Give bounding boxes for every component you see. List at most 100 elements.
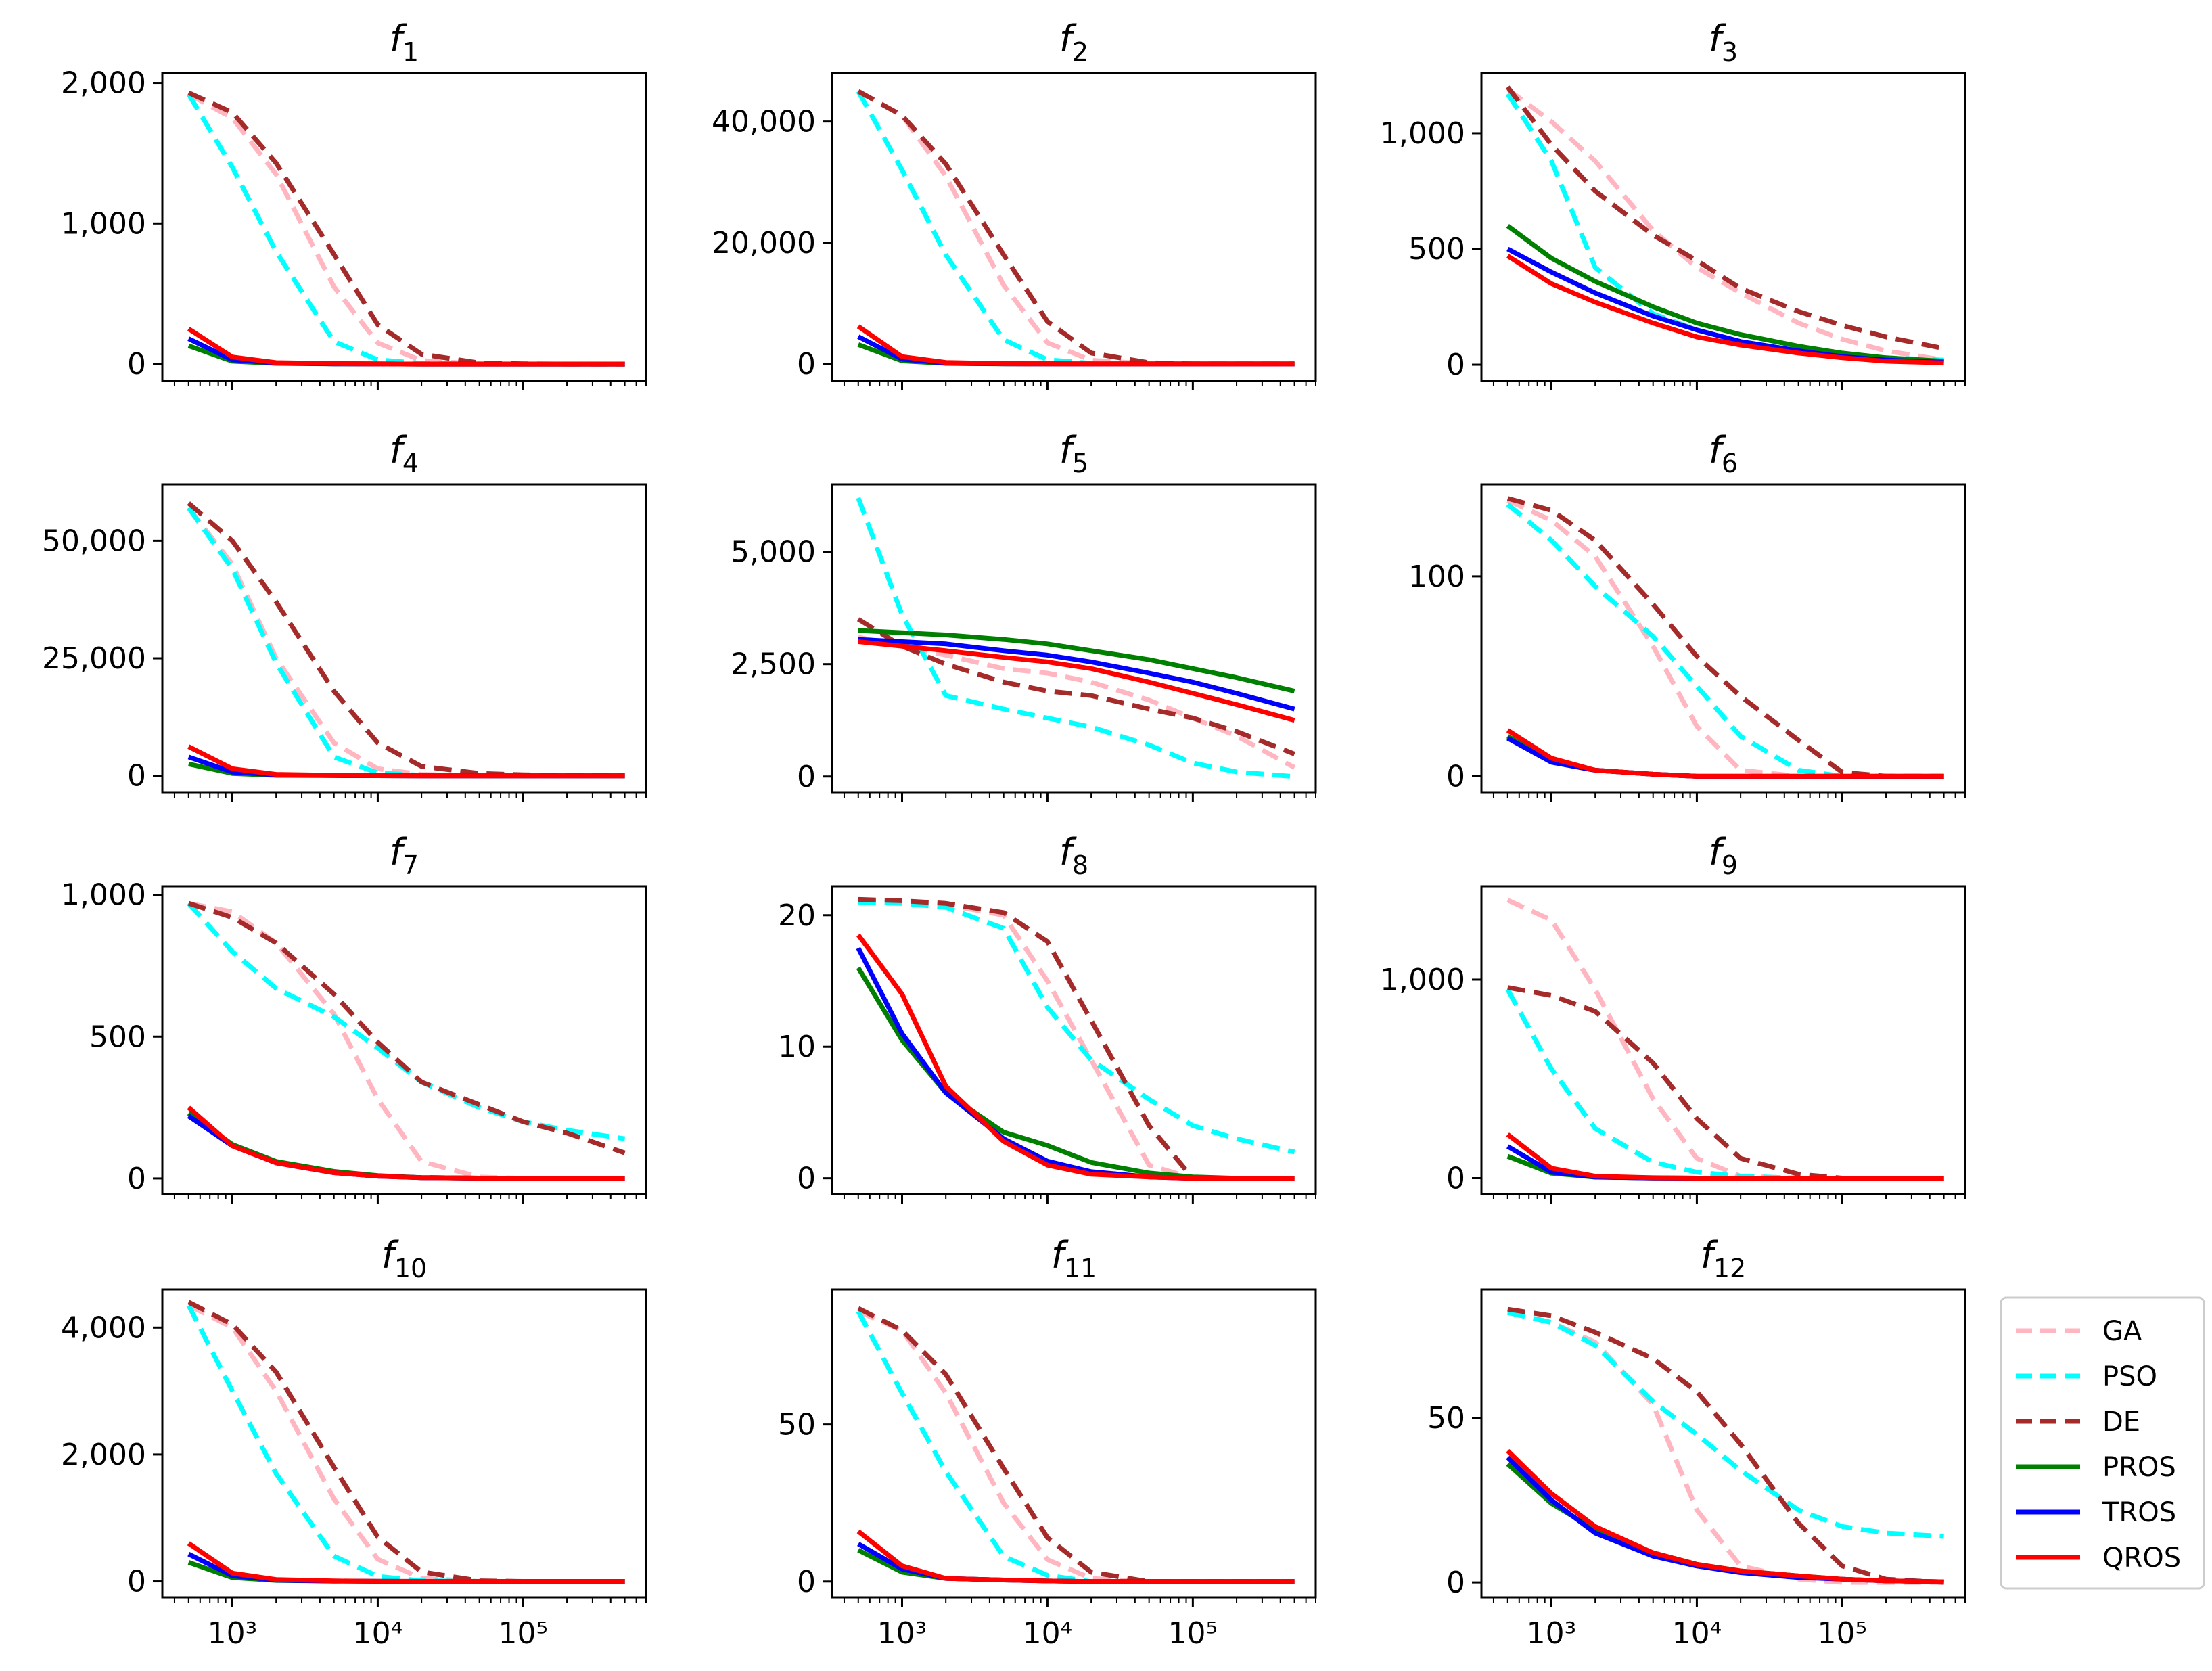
subplot-title-subscript: 5	[1072, 449, 1088, 478]
x-tick-label: 10⁴	[1023, 1616, 1073, 1651]
axes-frame	[161, 1288, 647, 1599]
subplot-title-subscript: 11	[1064, 1254, 1097, 1283]
series-group	[186, 90, 625, 367]
y-tick-label: 0	[127, 347, 146, 382]
y-tick-label: 50	[1427, 1401, 1465, 1436]
y-tick-label: 0	[797, 760, 816, 794]
y-tick-label: 1,000	[1380, 963, 1465, 997]
x-tick-label: 10⁵	[1168, 1616, 1218, 1651]
series-line-de	[1507, 985, 1944, 1181]
series-line-qros	[187, 1105, 625, 1181]
subplot-title-subscript: 4	[402, 449, 419, 478]
subplot-6: f6 0 100	[1408, 429, 1966, 802]
series-line-qros	[858, 639, 1295, 723]
series-line-pso	[856, 90, 1295, 367]
series-line-qros	[1506, 1448, 1944, 1584]
axes-frame	[831, 1288, 1317, 1599]
subplot-title: f8	[1059, 831, 1088, 880]
subplot-title: f10	[382, 1234, 427, 1283]
series-line-tros	[857, 1542, 1295, 1584]
axes-frame	[1480, 885, 1966, 1195]
series-line-de	[857, 89, 1295, 367]
subplot-10: f10 0 2,000 4,000 10³ 10⁴ 10⁵	[61, 1234, 647, 1651]
series-group	[856, 89, 1295, 367]
subplot-title-subscript: 10	[394, 1254, 427, 1283]
subplot-8: f8 0 10 20	[778, 831, 1317, 1204]
subplot-1: f1 0 1,000 2,000	[61, 18, 647, 390]
series-line-ga	[187, 92, 625, 367]
y-tick-label: 10	[778, 1030, 816, 1064]
y-tick-label: 50	[778, 1408, 816, 1442]
subplot-5: f5 0 2,500 5,000	[731, 429, 1317, 802]
series-line-qros	[1506, 1132, 1944, 1181]
series-group	[1506, 496, 1944, 779]
series-line-de	[858, 896, 1295, 1181]
y-tick-label: 500	[89, 1020, 146, 1054]
series-line-ga	[187, 1303, 625, 1584]
series-line-tros	[187, 1114, 625, 1181]
series-group	[186, 501, 625, 779]
series-line-de	[187, 90, 625, 367]
series-line-pso	[856, 1310, 1295, 1584]
y-tick-label: 1,000	[1380, 116, 1465, 151]
y-tick-label: 5,000	[731, 535, 816, 570]
series-line-de	[187, 900, 626, 1155]
y-tick-label: 4,000	[61, 1310, 146, 1345]
subplot-title-subscript: 6	[1722, 449, 1738, 478]
series-line-qros	[856, 324, 1295, 367]
legend: GA PSO DE PROS TROS QROS	[2000, 1296, 2205, 1590]
series-line-pso	[187, 901, 626, 1141]
series-line-de	[187, 501, 625, 779]
y-tick-label: 40,000	[712, 105, 816, 139]
series-line-qros	[856, 933, 1295, 1181]
series-group	[1505, 85, 1945, 365]
subplot-title: f5	[1059, 429, 1088, 478]
subplot-9: f9 0 1,000	[1380, 831, 1966, 1204]
series-line-ga	[188, 900, 625, 1181]
series-group	[856, 1306, 1295, 1584]
subplot-title: f12	[1701, 1234, 1746, 1283]
y-tick-label: 0	[797, 1162, 816, 1196]
subplot-title: f3	[1709, 18, 1738, 67]
series-line-pso	[186, 93, 625, 367]
series-line-qros	[187, 744, 625, 779]
legend-box	[2000, 1296, 2205, 1590]
series-line-tros	[1506, 246, 1944, 365]
series-line-qros	[1506, 728, 1944, 779]
subplot-3: f3 0 500 1,000	[1380, 18, 1966, 390]
y-tick-label: 20	[778, 898, 816, 933]
y-tick-label: 0	[127, 759, 146, 794]
axes-frame	[161, 885, 647, 1195]
series-line-pso	[1507, 1310, 1944, 1539]
series-line-ga	[1506, 87, 1945, 363]
y-tick-label: 0	[1446, 1565, 1465, 1600]
series-group	[856, 896, 1295, 1181]
subplot-title: f7	[390, 831, 419, 880]
subplot-title-subscript: 7	[402, 850, 419, 880]
subplot-title: f11	[1051, 1234, 1097, 1283]
y-tick-label: 2,000	[61, 1438, 146, 1472]
y-tick-label: 0	[127, 1565, 146, 1599]
series-line-pros	[858, 628, 1295, 693]
series-line-qros	[187, 1541, 625, 1584]
subplot-title: f4	[390, 429, 419, 478]
y-tick-label: 20,000	[712, 226, 816, 260]
series-group	[187, 900, 626, 1181]
subplot-title: f2	[1059, 18, 1088, 67]
legend-label-tros: TROS	[2102, 1497, 2176, 1528]
y-tick-label: 0	[797, 1565, 816, 1599]
series-line-pros	[187, 1111, 625, 1181]
x-tick-label: 10⁴	[1672, 1616, 1722, 1651]
subplot-7: f7 0 500 1,000	[61, 831, 647, 1204]
series-line-tros	[856, 946, 1295, 1181]
series-line-pros	[856, 966, 1295, 1181]
series-line-de	[1506, 496, 1944, 779]
subplot-title-subscript: 1	[402, 37, 419, 67]
subplot-title: f9	[1709, 831, 1738, 880]
y-tick-label: 500	[1408, 232, 1465, 267]
series-line-pros	[857, 1548, 1295, 1584]
y-tick-label: 100	[1408, 559, 1465, 594]
y-tick-label: 0	[1446, 759, 1465, 794]
series-line-ga	[857, 89, 1295, 367]
series-line-ga	[1506, 898, 1944, 1181]
